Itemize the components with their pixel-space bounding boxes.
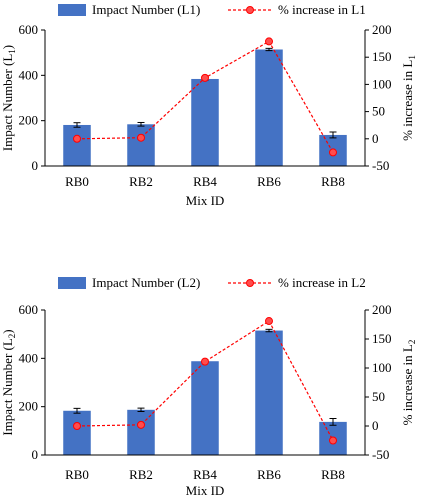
y-axis-title-left-main: Impact Number (L [0, 338, 15, 436]
line-point [329, 148, 337, 157]
line-point [201, 357, 209, 366]
legend-line-marker [246, 279, 254, 287]
x-axis-title: Mix ID [186, 193, 225, 208]
left-tick-label: 400 [19, 67, 39, 82]
y-axis-title-right-sub: 2 [407, 340, 417, 345]
chart-panel-1: Impact Number (L1)% increase in L1 0 200 40… [0, 2, 417, 208]
legend-line-label: % increase in L2 [278, 275, 366, 290]
left-tick-label: 400 [19, 350, 39, 365]
right-tick-label: 100 [372, 76, 392, 91]
x-tick-label: RB4 [193, 174, 217, 189]
x-tick-label: RB0 [65, 174, 89, 189]
legend: Impact Number (L1) % increase in L1 [58, 2, 366, 17]
bar [191, 78, 219, 166]
x-tick-label: RB0 [65, 467, 89, 482]
bar [127, 409, 155, 455]
x-tick-label: RB4 [193, 467, 217, 482]
right-tick-label: -50 [372, 447, 389, 462]
bar [127, 124, 155, 166]
line-point [265, 37, 273, 46]
bar [255, 330, 283, 455]
right-tick-label: 0 [372, 418, 379, 433]
x-axis-title: Mix ID [186, 483, 225, 498]
bar [191, 361, 219, 455]
y-axis-title-left-close: ) [0, 329, 15, 333]
bar [63, 124, 91, 166]
bar [63, 410, 91, 455]
y-axis-title-left-close: ) [0, 45, 15, 49]
x-tick-label: RB6 [257, 174, 281, 189]
right-tick-label: 50 [372, 389, 385, 404]
line-point [137, 133, 145, 142]
y-axis-title-left-sub: 2 [7, 334, 17, 339]
chart-panel-2: Impact Number (L2)% increase in L2 0 200 40… [0, 270, 425, 500]
line-point [73, 422, 81, 430]
series-line [76, 320, 334, 441]
right-tick-label: 100 [372, 360, 392, 375]
right-tick-label: -50 [372, 158, 389, 173]
right-tick-label: 50 [372, 104, 385, 119]
y-axis-title-left: Impact Number (L2) [0, 329, 17, 435]
right-tick-label: 150 [372, 49, 392, 64]
left-tick-label: 600 [19, 22, 39, 37]
legend-bar-label: Impact Number (L2) [92, 275, 200, 290]
x-tick-label: RB8 [321, 174, 345, 189]
line-point [201, 73, 209, 82]
right-tick-label: 200 [372, 302, 392, 317]
right-tick-label: 0 [372, 131, 379, 146]
bar [255, 49, 283, 166]
y-axis-title-right-sub: 1 [407, 55, 417, 60]
right-tick-label: 150 [372, 331, 392, 346]
line-point [329, 436, 337, 445]
line-point [265, 317, 273, 326]
x-tick-label: RB6 [257, 467, 281, 482]
left-tick-label: 600 [19, 302, 39, 317]
y-axis-title-right: % increase in L1 [400, 55, 417, 141]
left-tick-label: 0 [32, 158, 39, 173]
line-point [73, 134, 81, 143]
y-axis-title-left: Impact Number (L1) [0, 45, 17, 151]
left-tick-label: 200 [19, 399, 39, 414]
legend: Impact Number (L2) % increase in L2 [58, 275, 366, 290]
chart-1-svg: Impact Number (L1)% increase in L1020040… [0, 2, 417, 208]
y-axis-title-right: % increase in L2 [400, 340, 417, 426]
x-tick-label: RB2 [129, 467, 153, 482]
legend-line-label: % increase in L1 [278, 2, 366, 17]
x-tick-label: RB2 [129, 174, 153, 189]
line-point [137, 420, 145, 429]
legend-line-marker [246, 6, 254, 14]
left-tick-label: 0 [32, 447, 39, 462]
y-axis-title-right-main: % increase in L [400, 60, 415, 141]
y-axis-title-left-main: Impact Number (L [0, 54, 15, 152]
chart-2-svg: Impact Number (L2)% increase in L2020040… [0, 275, 417, 498]
legend-bar-label: Impact Number (L1) [92, 2, 200, 17]
left-tick-label: 200 [19, 113, 39, 128]
right-tick-label: 200 [372, 22, 392, 37]
y-axis-title-right-main: % increase in L [400, 344, 415, 425]
legend-bar-swatch [58, 277, 86, 289]
x-tick-label: RB8 [321, 467, 345, 482]
y-axis-title-left-sub: 1 [7, 49, 17, 54]
legend-bar-swatch [58, 4, 86, 16]
